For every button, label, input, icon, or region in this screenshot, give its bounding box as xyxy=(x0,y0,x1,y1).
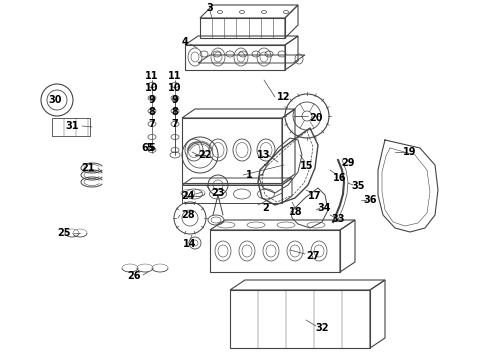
Text: 11: 11 xyxy=(145,71,159,81)
Text: 7: 7 xyxy=(172,119,178,129)
Text: 17: 17 xyxy=(308,191,322,201)
Text: 26: 26 xyxy=(127,271,141,281)
Text: 32: 32 xyxy=(315,323,329,333)
Text: 28: 28 xyxy=(181,210,195,220)
Text: 11: 11 xyxy=(168,71,182,81)
Text: 20: 20 xyxy=(309,113,323,123)
Text: 18: 18 xyxy=(289,207,303,217)
Text: 10: 10 xyxy=(168,83,182,93)
Text: 7: 7 xyxy=(148,119,155,129)
Text: 21: 21 xyxy=(81,163,95,173)
Text: 13: 13 xyxy=(257,150,271,160)
Text: 9: 9 xyxy=(148,95,155,105)
Text: 34: 34 xyxy=(317,203,331,213)
Text: 8: 8 xyxy=(148,107,155,117)
Text: 23: 23 xyxy=(211,188,225,198)
Text: 30: 30 xyxy=(48,95,62,105)
Text: 6: 6 xyxy=(142,143,148,153)
Text: 36: 36 xyxy=(363,195,377,205)
Text: 16: 16 xyxy=(333,173,347,183)
Text: 27: 27 xyxy=(306,251,320,261)
Text: 19: 19 xyxy=(403,147,417,157)
Text: 9: 9 xyxy=(172,95,178,105)
Text: 3: 3 xyxy=(207,3,213,13)
Text: 33: 33 xyxy=(331,214,345,224)
Text: 31: 31 xyxy=(65,121,79,131)
Text: 2: 2 xyxy=(263,203,270,213)
Text: 5: 5 xyxy=(148,143,155,153)
Text: 1: 1 xyxy=(245,170,252,180)
Text: 15: 15 xyxy=(300,161,314,171)
Text: 25: 25 xyxy=(57,228,71,238)
Text: 5: 5 xyxy=(147,143,153,153)
Text: 22: 22 xyxy=(198,150,212,160)
Text: 35: 35 xyxy=(351,181,365,191)
Text: 10: 10 xyxy=(145,83,159,93)
Text: 8: 8 xyxy=(172,107,178,117)
Text: 29: 29 xyxy=(341,158,355,168)
Text: 4: 4 xyxy=(182,37,188,47)
Text: 12: 12 xyxy=(277,92,291,102)
Text: 24: 24 xyxy=(181,191,195,201)
Text: 14: 14 xyxy=(183,239,197,249)
